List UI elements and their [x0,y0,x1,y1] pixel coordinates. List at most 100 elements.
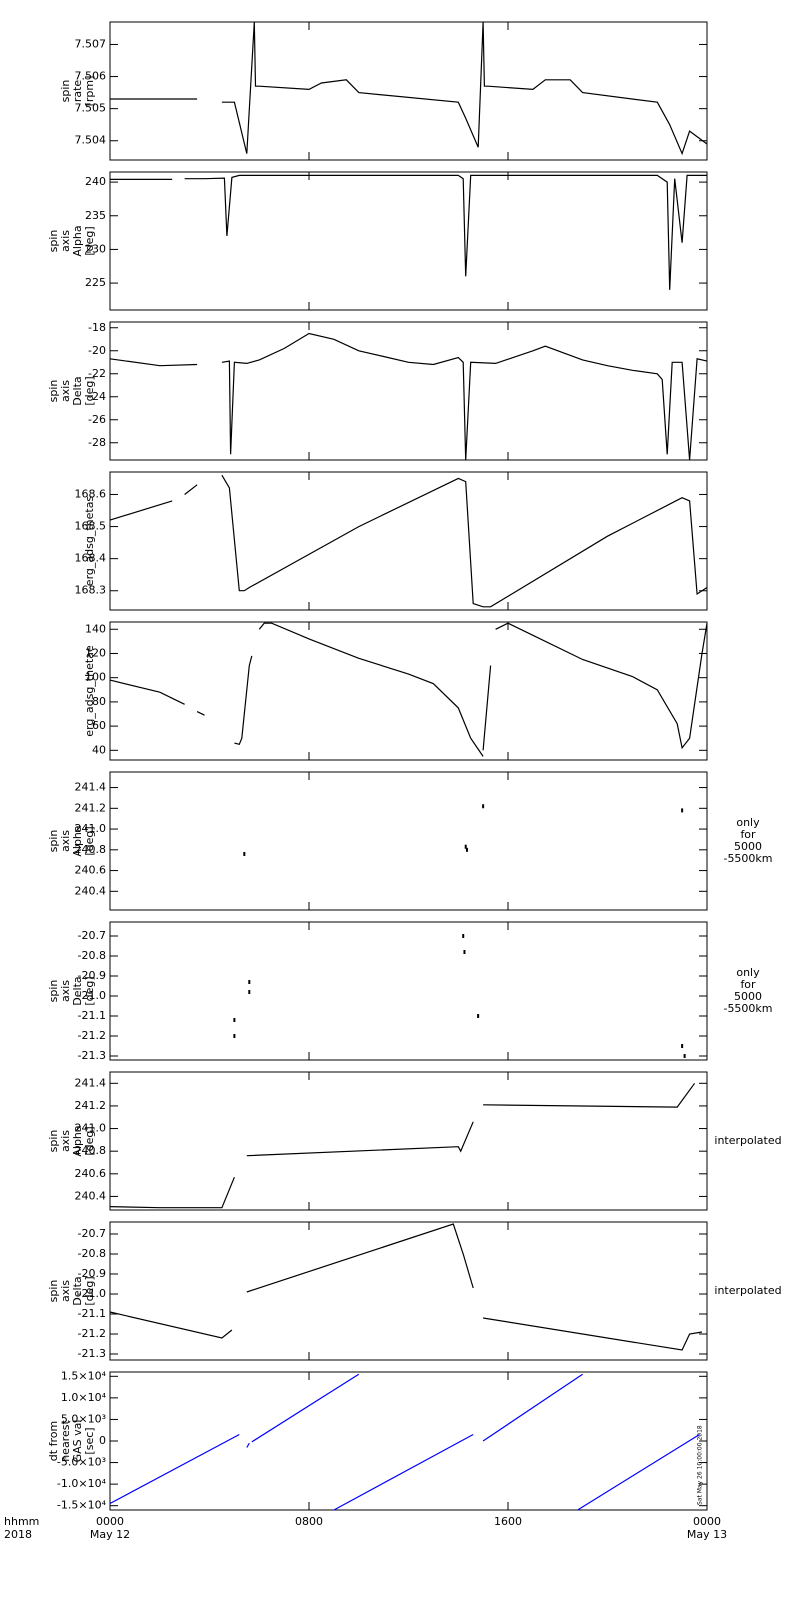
y-tick-label: 7.507 [75,37,107,50]
y-tick-label: 230 [85,242,106,255]
date-label: May 12 [90,1528,130,1541]
data-point [243,851,246,856]
panel-frame [109,621,708,761]
y-tick-label: 168.4 [75,552,107,565]
y-tick-label: -21.2 [78,1327,106,1340]
y-tick-label: -20 [88,344,106,357]
y-tick-label: -21.0 [78,1287,106,1300]
y-tick-label: -20.7 [78,929,106,942]
y-axis-label: Delta [71,376,84,405]
panel-frame [109,21,708,161]
y-tick-label: 60 [92,719,106,732]
panel-frame [109,171,708,311]
y-tick-label: -20.7 [78,1227,106,1240]
y-tick-label: -26 [88,413,106,426]
data-point [681,1044,684,1048]
timestamp: Sat May 26 10:00:00 2018 [697,1425,704,1505]
y-axis-label: Delta [71,976,84,1005]
y-axis-label: nearest [59,1420,72,1462]
data-line [110,21,708,156]
y-axis-label: axis [59,230,72,252]
data-point [462,934,465,938]
annotation: interpolated [714,1284,781,1297]
y-axis-label: Alpha [71,1125,84,1156]
y-tick-label: 7.506 [75,70,107,83]
x-axis-label: hhmm [4,1515,39,1528]
y-tick-label: 241.4 [75,781,107,794]
x-tick-label: 0800 [295,1515,323,1528]
annotation: only [736,816,760,829]
y-axis-label: [deg] [83,226,96,255]
annotation: 5000 [734,990,762,1003]
data-line [110,174,707,290]
y-tick-label: 80 [92,695,106,708]
data-line [109,1373,700,1511]
y-axis-label: axis [59,830,72,852]
panel-frame [109,471,708,611]
y-tick-label: 241.0 [75,1122,107,1135]
data-line [109,1223,703,1351]
data-point [681,808,684,813]
y-axis-label: spin [59,80,72,103]
annotation: interpolated [714,1134,781,1147]
y-tick-label: -20.9 [78,969,106,982]
y-axis-label: [deg] [83,976,96,1005]
y-tick-label: 240.4 [75,884,107,897]
panel-frame [109,1071,708,1211]
y-tick-label: 240.4 [75,1189,107,1202]
x-axis-label: 2018 [4,1528,32,1541]
y-tick-label: -21.1 [78,1307,106,1320]
annotation: only [736,966,760,979]
y-tick-label: 240.6 [75,864,107,877]
y-tick-label: -1.0×10⁴ [57,1477,107,1490]
y-tick-label: 0 [99,1434,106,1447]
y-axis-label: spin [47,1130,60,1153]
y-axis-label: dt from [47,1421,60,1461]
y-axis-label: axis [59,1130,72,1152]
data-line [109,474,708,608]
y-tick-label: 7.504 [75,134,107,147]
y-axis-label: erg_adsg_thetas [83,496,96,587]
y-tick-label: 241.2 [75,801,107,814]
y-axis-label: [sec] [83,1427,96,1454]
y-axis-label: spin [47,380,60,403]
y-tick-label: 240.8 [75,843,107,856]
data-point [233,1034,236,1038]
y-axis-label: spin [47,1280,60,1303]
y-tick-label: -24 [88,390,106,403]
y-tick-label: -1.5×10⁴ [57,1499,107,1512]
y-axis-label: axis [59,980,72,1002]
y-axis-label: Alpha [71,825,84,856]
data-point [683,1054,686,1058]
y-tick-label: 40 [92,743,106,756]
annotation: for [740,828,756,841]
y-tick-label: 140 [85,622,106,635]
y-axis-label: axis [59,380,72,402]
y-axis-label: Delta [71,1276,84,1305]
data-point [464,844,467,849]
x-tick-label: 0000 [693,1515,721,1528]
panel-frame [109,321,708,461]
y-tick-label: -20.8 [78,949,106,962]
y-tick-label: 241.2 [75,1099,107,1112]
y-tick-label: 240.6 [75,1167,107,1180]
data-point [465,847,468,852]
x-tick-label: 1600 [494,1515,522,1528]
y-tick-label: -18 [88,321,106,334]
y-axis-label: GAS val [71,1420,84,1463]
panel-frame [109,1371,708,1511]
data-point [463,950,466,954]
data-line [109,332,708,461]
y-axis-label: [deg] [83,826,96,855]
y-tick-label: 120 [85,646,106,659]
y-axis-label: spin [47,980,60,1003]
y-tick-label: 1.0×10⁴ [61,1391,107,1404]
y-tick-label: -21.1 [78,1009,106,1022]
y-tick-label: 168.3 [75,584,107,597]
y-tick-label: 241.4 [75,1076,107,1089]
x-tick-label: 0000 [96,1515,124,1528]
y-axis-label: rate [71,80,84,103]
y-tick-label: -21.3 [78,1049,106,1062]
annotation: for [740,978,756,991]
